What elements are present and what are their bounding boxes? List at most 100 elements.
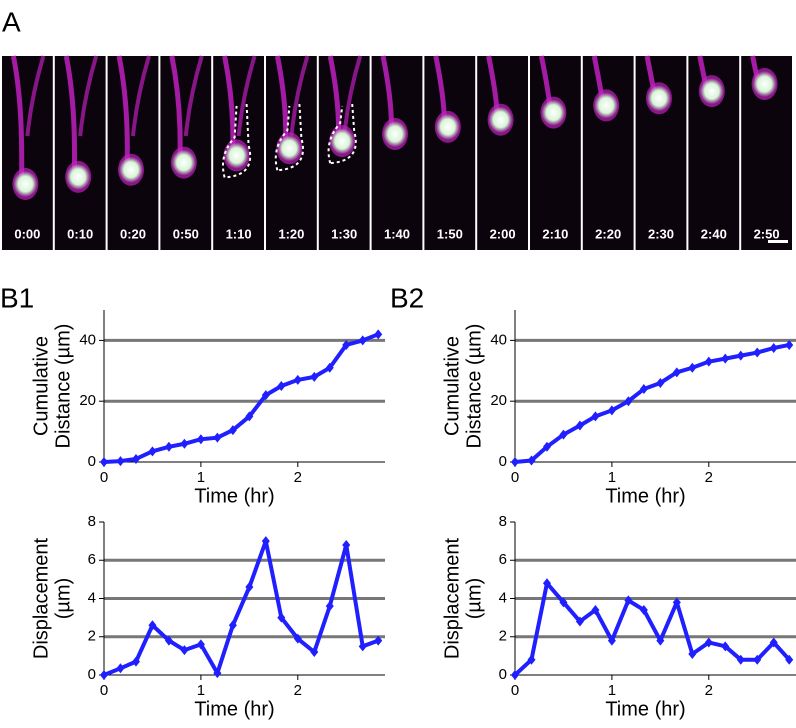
- data-point: [721, 641, 730, 652]
- data-point: [753, 654, 762, 665]
- y-tick-label: 4: [88, 589, 96, 606]
- x-tick-label: 1: [197, 682, 205, 699]
- data-point: [769, 343, 778, 353]
- data-point: [358, 335, 367, 346]
- data-point: [656, 635, 665, 646]
- scale-bar: [768, 240, 788, 243]
- data-point: [293, 633, 302, 644]
- data-point: [261, 536, 270, 547]
- data-line: [514, 342, 790, 464]
- x-axis-label: Time (hr): [194, 698, 274, 720]
- y-tick-label: 8: [499, 513, 507, 530]
- data-point: [624, 595, 633, 606]
- data-point: [656, 377, 665, 388]
- data-point: [721, 353, 730, 364]
- y-axis-label: Cumulative: [441, 336, 463, 436]
- data-point: [116, 456, 125, 467]
- frame-time: 2:20: [595, 226, 621, 241]
- data-point: [736, 350, 745, 361]
- micrograph: [582, 56, 634, 250]
- x-tick-label: 1: [608, 682, 616, 699]
- data-point: [164, 635, 173, 646]
- y-tick-label: 40: [490, 331, 507, 348]
- y-tick-label: 2: [88, 628, 96, 645]
- process: [183, 55, 204, 137]
- frame-time: 1:30: [331, 226, 357, 241]
- data-point: [785, 339, 794, 350]
- cell-body: [752, 71, 777, 97]
- micrograph: [477, 56, 528, 250]
- process: [131, 55, 151, 137]
- process: [289, 55, 310, 137]
- frame-time: 1:10: [226, 226, 252, 241]
- data-point: [559, 597, 568, 608]
- process: [63, 55, 78, 177]
- data-point: [542, 441, 551, 452]
- data-point: [148, 620, 157, 631]
- x-tick-label: 2: [705, 469, 713, 486]
- x-tick-label: 2: [294, 469, 302, 486]
- cell-body: [330, 128, 355, 155]
- frame-time: 2:00: [490, 226, 516, 241]
- data-point: [559, 429, 568, 440]
- data-point: [374, 329, 383, 340]
- cell-body: [13, 171, 38, 197]
- data-point: [277, 612, 286, 623]
- cell-body: [488, 106, 513, 133]
- x-axis-label: Time (hr): [605, 485, 685, 507]
- y-axis-label: (µm): [463, 578, 485, 620]
- data-point: [245, 582, 254, 593]
- data-point: [148, 446, 157, 457]
- data-point: [672, 367, 681, 378]
- cell-body: [224, 142, 249, 169]
- cell-body: [435, 113, 460, 140]
- data-point: [310, 371, 319, 382]
- cell-body: [119, 156, 143, 183]
- x-tick-label: 0: [511, 469, 519, 486]
- data-point: [607, 635, 616, 646]
- y-axis-label: Distance (µm): [52, 324, 74, 449]
- y-tick-label: 8: [88, 513, 96, 530]
- data-point: [511, 670, 519, 680]
- process: [25, 55, 46, 137]
- frame-time: 0:00: [14, 226, 40, 241]
- data-point: [293, 374, 302, 385]
- outline: [327, 103, 357, 165]
- data-point: [131, 453, 140, 464]
- frame-time: 2:10: [542, 226, 568, 241]
- process: [78, 55, 99, 137]
- y-axis-label: Displacement: [441, 537, 463, 659]
- x-tick-label: 2: [705, 682, 713, 699]
- cell-body: [171, 149, 196, 176]
- micrograph: [424, 56, 476, 250]
- data-point: [639, 384, 648, 395]
- panel-label: B1: [0, 282, 34, 313]
- data-point: [688, 648, 697, 659]
- y-tick-label: 20: [490, 392, 507, 409]
- data-point: [310, 647, 319, 658]
- y-axis-label: Displacement: [30, 537, 52, 659]
- y-tick-label: 6: [88, 551, 96, 568]
- data-point: [228, 425, 237, 436]
- data-point: [769, 637, 778, 648]
- frame-time: 2:50: [754, 226, 780, 241]
- data-point: [704, 356, 713, 367]
- frame-time: 0:50: [173, 226, 199, 241]
- micrograph: [54, 56, 106, 250]
- data-point: [542, 578, 551, 589]
- panel-label: B2: [390, 282, 424, 313]
- data-point: [624, 396, 633, 407]
- x-axis-label: Time (hr): [194, 485, 274, 507]
- data-point: [100, 457, 108, 467]
- cell-body: [647, 85, 671, 112]
- y-tick-label: 4: [499, 589, 507, 606]
- cell-body: [541, 99, 566, 126]
- x-tick-label: 1: [197, 469, 205, 486]
- data-line: [103, 332, 379, 464]
- data-point: [245, 411, 254, 422]
- data-point: [196, 639, 205, 650]
- x-tick-label: 0: [100, 469, 108, 486]
- y-axis-label: Distance (µm): [463, 324, 485, 449]
- frame-time: 2:30: [648, 226, 674, 241]
